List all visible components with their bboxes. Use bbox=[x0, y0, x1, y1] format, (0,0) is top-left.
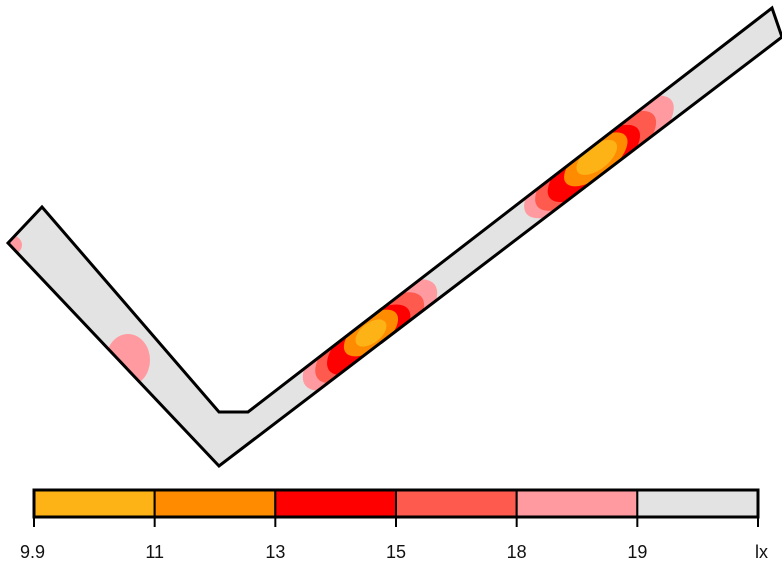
legend-tick-label: 13 bbox=[265, 542, 285, 562]
legend-tick-label: 18 bbox=[507, 542, 527, 562]
legend-tick-label: 15 bbox=[386, 542, 406, 562]
legend-bin bbox=[274, 489, 398, 518]
legend-bin bbox=[153, 489, 277, 518]
legend-tick-label: 19 bbox=[627, 542, 647, 562]
legend-bin bbox=[395, 489, 518, 518]
zone-left-arm bbox=[106, 334, 150, 386]
legend-tick-label: 11 bbox=[145, 542, 164, 562]
legend-bin bbox=[636, 489, 759, 518]
legend-bin bbox=[515, 489, 639, 518]
zone-cluster-lower bbox=[302, 279, 438, 391]
legend-bin bbox=[33, 489, 156, 518]
corridor-outline bbox=[5, 5, 782, 469]
legend-tick-label: lx bbox=[755, 542, 768, 562]
color-scale-legend: 9.9 11 13 15 18 19 lx bbox=[20, 488, 768, 562]
heatmap-zones bbox=[8, 95, 674, 391]
zone-cluster-upper bbox=[524, 95, 674, 219]
legend-tick-label: 9.9 bbox=[20, 542, 45, 562]
corridor-shape bbox=[8, 8, 782, 466]
